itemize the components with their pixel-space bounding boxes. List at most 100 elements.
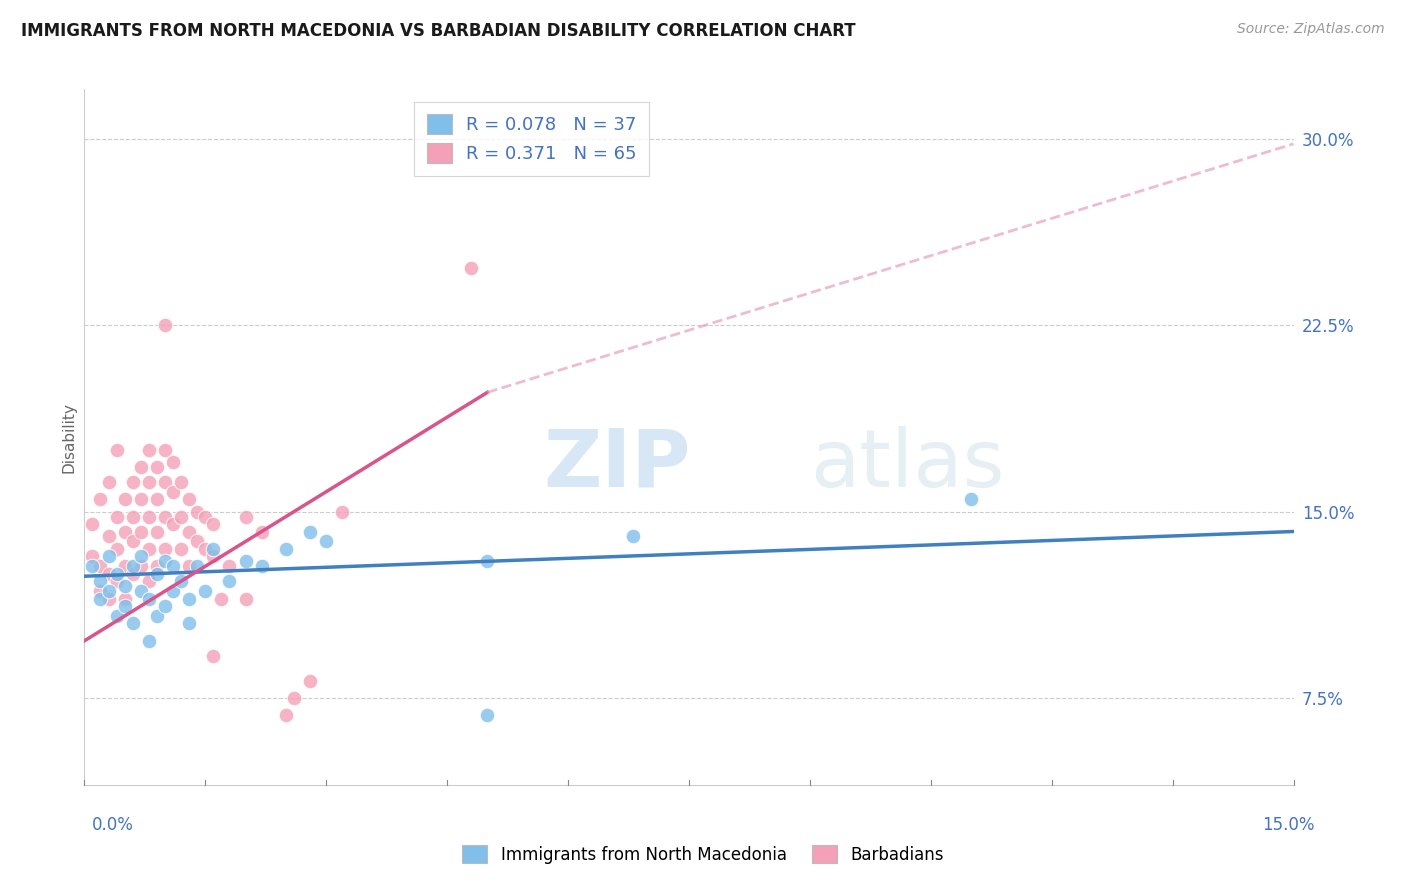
Point (114, 492, 136, 507)
Point (194, 509, 217, 524)
Text: atlas: atlas (810, 425, 1004, 504)
Point (129, 584, 152, 599)
Point (153, 554, 176, 568)
Point (138, 442, 160, 457)
Point (105, 442, 128, 457)
Point (129, 524, 152, 539)
Point (129, 549, 152, 564)
Point (89, 559, 111, 574)
Point (146, 524, 169, 539)
Point (477, 554, 499, 568)
Point (170, 574, 193, 589)
Point (105, 541, 128, 556)
Point (146, 459, 169, 474)
Point (179, 559, 201, 574)
Legend: R = 0.078   N = 37, R = 0.371   N = 65: R = 0.078 N = 37, R = 0.371 N = 65 (413, 102, 650, 176)
Point (129, 559, 152, 574)
Point (179, 591, 201, 606)
Point (299, 524, 322, 539)
Text: Source: ZipAtlas.com: Source: ZipAtlas.com (1237, 22, 1385, 37)
Point (186, 534, 208, 549)
Point (97, 584, 120, 599)
Point (235, 509, 257, 524)
Point (114, 579, 136, 593)
Point (283, 690, 305, 705)
Point (162, 559, 184, 574)
Point (153, 442, 176, 457)
Point (97, 549, 120, 564)
Point (138, 475, 160, 489)
Point (194, 541, 217, 556)
Point (162, 484, 184, 499)
Point (218, 559, 240, 574)
Point (121, 616, 143, 631)
Point (114, 524, 136, 539)
Point (121, 475, 143, 489)
Point (218, 574, 240, 589)
Point (138, 633, 160, 648)
Point (202, 648, 225, 663)
Point (179, 524, 201, 539)
Point (250, 559, 273, 574)
Legend: Immigrants from North Macedonia, Barbadians: Immigrants from North Macedonia, Barbadi… (456, 838, 950, 871)
Point (162, 516, 184, 531)
Point (82, 516, 104, 531)
Point (114, 599, 136, 613)
Point (194, 584, 217, 599)
Point (235, 591, 257, 606)
Point (89, 574, 111, 589)
Point (146, 609, 169, 624)
Point (97, 475, 120, 489)
Point (153, 509, 176, 524)
Point (170, 475, 193, 489)
Point (153, 599, 176, 613)
Point (179, 492, 201, 507)
Point (89, 584, 111, 599)
Point (121, 559, 143, 574)
Point (274, 541, 297, 556)
Point (105, 574, 128, 589)
Point (146, 566, 169, 581)
Point (235, 554, 257, 568)
Point (82, 559, 104, 574)
Point (250, 524, 273, 539)
Point (97, 566, 120, 581)
Point (202, 541, 225, 556)
Point (170, 541, 193, 556)
Point (146, 559, 169, 574)
Point (105, 566, 128, 581)
Point (105, 609, 128, 624)
Text: 0.0%: 0.0% (91, 816, 134, 834)
Point (89, 492, 111, 507)
Point (138, 574, 160, 589)
Point (960, 492, 983, 507)
Point (121, 566, 143, 581)
Point (121, 509, 143, 524)
Point (299, 673, 322, 688)
Text: ZIP: ZIP (544, 425, 692, 504)
Point (114, 559, 136, 574)
Point (162, 584, 184, 599)
Point (274, 708, 297, 723)
Point (153, 318, 176, 333)
Point (621, 529, 644, 543)
Point (82, 549, 104, 564)
Point (146, 492, 169, 507)
Y-axis label: Disability: Disability (60, 401, 76, 473)
Point (153, 475, 176, 489)
Point (129, 459, 152, 474)
Point (97, 529, 120, 543)
Text: IMMIGRANTS FROM NORTH MACEDONIA VS BARBADIAN DISABILITY CORRELATION CHART: IMMIGRANTS FROM NORTH MACEDONIA VS BARBA… (21, 22, 856, 40)
Point (315, 534, 337, 549)
Point (179, 616, 201, 631)
Point (121, 534, 143, 549)
Point (97, 591, 120, 606)
Point (153, 541, 176, 556)
Point (105, 509, 128, 524)
Point (460, 261, 482, 276)
Point (202, 549, 225, 564)
Point (477, 708, 499, 723)
Point (138, 509, 160, 524)
Point (162, 455, 184, 469)
Point (114, 591, 136, 606)
